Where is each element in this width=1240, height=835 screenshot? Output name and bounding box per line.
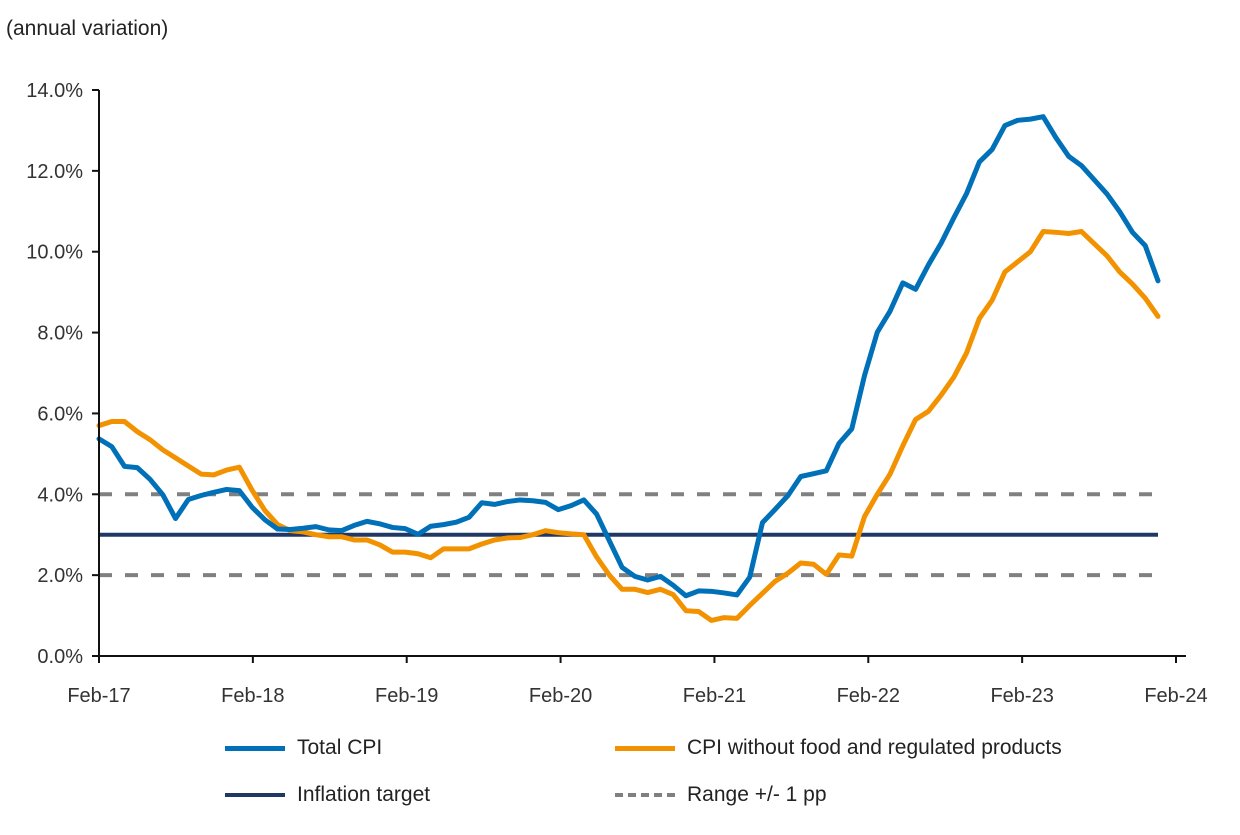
core-cpi-line — [96, 229, 1161, 623]
x-tick-label: Feb-20 — [529, 685, 592, 707]
legend-item-core-cpi: CPI without food and regulated products — [615, 736, 1062, 760]
legend-item-range: Range +/- 1 pp — [615, 783, 827, 807]
legend-swatch-inflation-target — [225, 793, 285, 797]
x-tick-label: Feb-18 — [221, 685, 284, 707]
x-tick-label: Feb-22 — [837, 685, 900, 707]
legend-label: CPI without food and regulated products — [687, 736, 1062, 759]
y-tick-label: 6.0% — [37, 403, 83, 425]
legend-swatch-core-cpi — [615, 745, 675, 751]
y-tick-label: 12.0% — [26, 161, 83, 183]
x-tick-label: Feb-23 — [990, 685, 1053, 707]
y-tick-label: 0.0% — [37, 646, 83, 668]
y-tick-label: 8.0% — [37, 323, 83, 345]
legend-item-inflation-target: Inflation target — [225, 783, 430, 807]
legend-swatch-total-cpi — [225, 745, 285, 751]
x-tick-label: Feb-19 — [375, 685, 438, 707]
y-tick-label: 10.0% — [26, 242, 83, 264]
legend-item-total-cpi: Total CPI — [225, 736, 382, 760]
x-tick-label: Feb-24 — [1144, 685, 1207, 707]
legend-label: Range +/- 1 pp — [687, 783, 827, 806]
total-cpi-line — [96, 114, 1161, 599]
y-tick-label: 14.0% — [26, 80, 83, 102]
y-tick-label: 4.0% — [37, 484, 83, 506]
y-tick-label: 2.0% — [37, 565, 83, 587]
x-tick-label: Feb-17 — [67, 685, 130, 707]
x-tick-label: Feb-21 — [683, 685, 746, 707]
y-axis-unit-label: (annual variation) — [6, 17, 169, 40]
legend-label: Total CPI — [297, 736, 383, 759]
legend-swatch-range — [615, 793, 675, 797]
legend-label: Inflation target — [297, 783, 431, 806]
